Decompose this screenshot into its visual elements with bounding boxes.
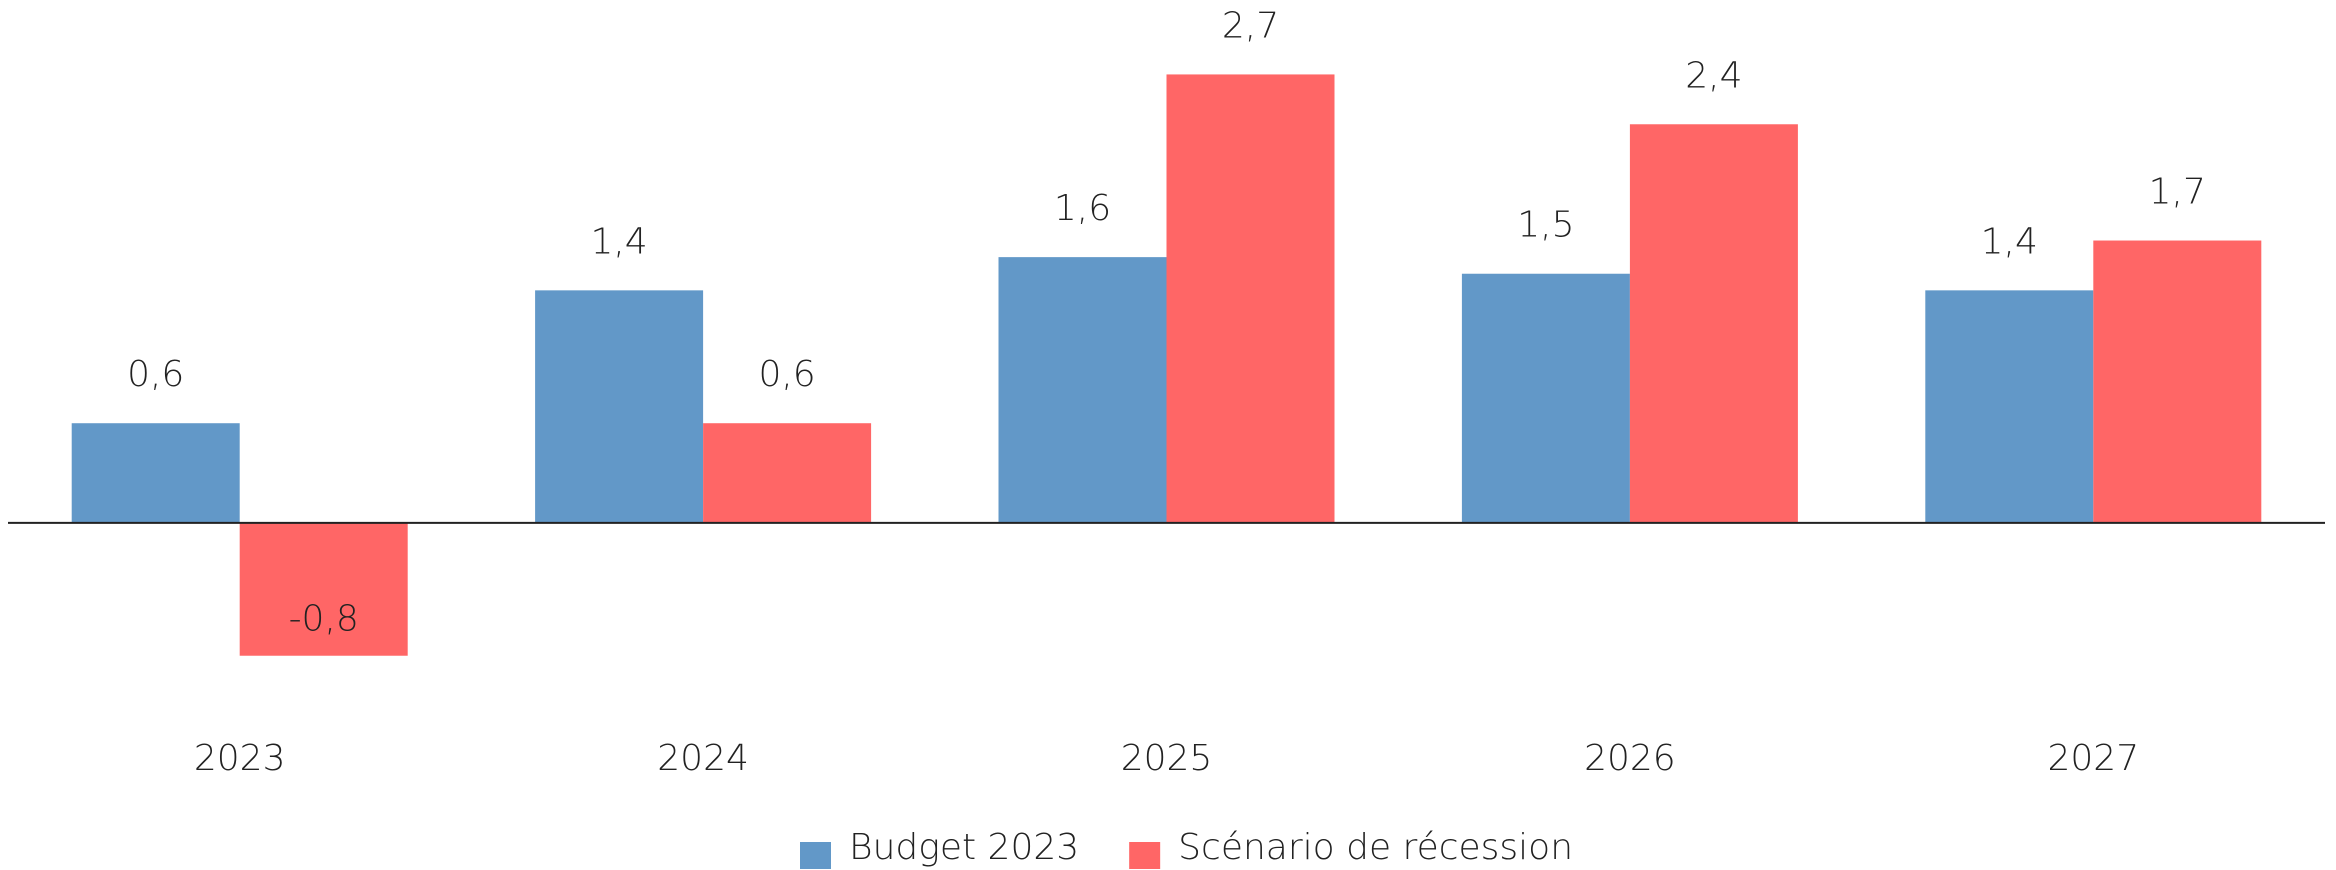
bar <box>1461 273 1630 523</box>
bar <box>1925 290 2094 523</box>
x-tick-label: 2027 <box>2047 738 2139 779</box>
data-label: 1,4 <box>590 221 647 262</box>
bar <box>535 290 704 523</box>
x-tick-label: 2023 <box>194 738 286 779</box>
legend-label: Scénario de récession <box>1178 827 1573 868</box>
bar <box>1629 124 1798 523</box>
data-label: 2,4 <box>1685 55 1742 96</box>
data-label: 0,6 <box>758 354 815 395</box>
bar <box>998 257 1167 523</box>
data-label: 1,7 <box>2149 172 2206 213</box>
data-label: 1,6 <box>1054 188 1111 229</box>
legend-swatch <box>800 842 831 869</box>
legend-label: Budget 2023 <box>849 827 1079 868</box>
data-label: 0,6 <box>127 354 184 395</box>
data-label: 2,7 <box>1222 5 1279 46</box>
x-tick-label: 2026 <box>1584 738 1676 779</box>
data-label: 1,4 <box>1981 221 2038 262</box>
x-tick-label: 2025 <box>1121 738 1213 779</box>
bar <box>239 522 408 656</box>
bar <box>1166 74 1335 523</box>
data-label: 1,5 <box>1517 205 1574 246</box>
bar <box>2093 240 2262 523</box>
data-label: -0,8 <box>289 599 359 640</box>
bar <box>71 423 240 523</box>
legend-swatch <box>1129 842 1161 869</box>
bar <box>703 423 872 523</box>
x-tick-label: 2024 <box>657 738 749 779</box>
